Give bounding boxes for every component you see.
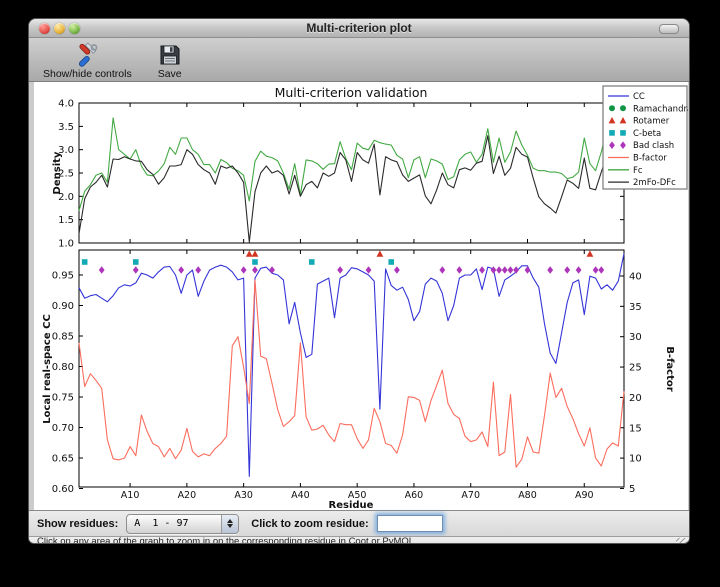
svg-text:0.70: 0.70 xyxy=(52,423,74,434)
svg-text:B-factor: B-factor xyxy=(633,154,667,164)
svg-text:20: 20 xyxy=(629,393,642,404)
svg-text:1.0: 1.0 xyxy=(58,239,74,250)
svg-text:0.75: 0.75 xyxy=(52,393,74,404)
svg-text:CC: CC xyxy=(633,92,645,102)
zoom-residue-input[interactable] xyxy=(376,515,443,532)
svg-text:4.0: 4.0 xyxy=(58,99,74,110)
svg-text:30: 30 xyxy=(629,332,642,343)
svg-text:0.90: 0.90 xyxy=(52,301,74,312)
svg-text:Ramachandran: Ramachandran xyxy=(633,104,688,114)
svg-text:2mFo-DFc: 2mFo-DFc xyxy=(633,178,676,188)
svg-text:35: 35 xyxy=(629,302,642,313)
svg-text:40: 40 xyxy=(629,272,642,283)
svg-text:0.80: 0.80 xyxy=(52,362,74,373)
residue-range-dropdown[interactable]: A 1 - 97 xyxy=(126,513,240,534)
plot-figure[interactable]: 1.0 1.5 2.0 2.5 3.0 3.5 4.0 Multi-criterion val… xyxy=(34,82,689,511)
svg-text:B-factor: B-factor xyxy=(664,346,675,391)
svg-text:A90: A90 xyxy=(575,490,594,501)
dropdown-stepper-icon xyxy=(221,514,239,533)
svg-text:10: 10 xyxy=(629,454,642,465)
multi-criterion-plot-window: Multi-criterion plot Show/hide controls xyxy=(28,18,690,544)
resize-grip[interactable] xyxy=(676,538,687,543)
zoom-residue-label: Click to zoom residue: xyxy=(251,517,369,530)
svg-text:A10: A10 xyxy=(121,490,140,501)
svg-text:A80: A80 xyxy=(518,490,537,501)
svg-text:2.0: 2.0 xyxy=(58,192,74,203)
svg-text:A30: A30 xyxy=(234,490,253,501)
svg-text:Rotamer: Rotamer xyxy=(633,117,670,127)
status-message: Click on any area of the graph to zoom i… xyxy=(37,536,417,544)
svg-text:1.5: 1.5 xyxy=(58,215,74,226)
svg-text:0.85: 0.85 xyxy=(52,332,74,343)
svg-text:3.5: 3.5 xyxy=(58,122,74,133)
toolbar-toggle-button[interactable] xyxy=(659,24,679,34)
svg-text:15: 15 xyxy=(629,423,642,434)
svg-text:C-beta: C-beta xyxy=(633,129,661,139)
close-button[interactable] xyxy=(39,23,50,34)
svg-text:0.65: 0.65 xyxy=(52,454,74,465)
svg-text:5: 5 xyxy=(629,484,635,495)
window-title: Multi-criterion plot xyxy=(306,21,412,35)
svg-text:A20: A20 xyxy=(178,490,197,501)
svg-text:A50: A50 xyxy=(348,490,367,501)
svg-text:Residue: Residue xyxy=(329,500,374,510)
svg-text:25: 25 xyxy=(629,363,642,374)
save-icon xyxy=(159,42,181,68)
svg-text:0.95: 0.95 xyxy=(52,271,74,282)
residue-range-value: A 1 - 97 xyxy=(134,518,189,529)
svg-text:A70: A70 xyxy=(461,490,480,501)
multi-criterion-chart[interactable]: 1.0 1.5 2.0 2.5 3.0 3.5 4.0 Multi-criterion val… xyxy=(34,82,689,511)
save-label: Save xyxy=(157,68,182,80)
svg-text:Density: Density xyxy=(52,151,63,194)
svg-text:Multi-criterion validation: Multi-criterion validation xyxy=(275,85,428,100)
status-bar: Click on any area of the graph to zoom i… xyxy=(29,536,689,544)
zoom-button[interactable] xyxy=(69,23,80,34)
titlebar[interactable]: Multi-criterion plot xyxy=(29,19,689,38)
control-bar: Show residues: A 1 - 97 Click to zoom re… xyxy=(29,510,689,536)
show-hide-controls-label: Show/hide controls xyxy=(43,68,132,80)
svg-text:Bad clash: Bad clash xyxy=(633,141,674,151)
svg-text:Local real-space CC: Local real-space CC xyxy=(42,314,53,424)
svg-text:A60: A60 xyxy=(405,490,424,501)
svg-text:2.5: 2.5 xyxy=(58,169,74,180)
show-residues-label: Show residues: xyxy=(37,517,119,530)
svg-text:3.0: 3.0 xyxy=(58,145,74,156)
toolbar: Show/hide controls Save xyxy=(29,38,689,82)
svg-text:A40: A40 xyxy=(291,490,310,501)
tools-icon xyxy=(74,42,100,68)
save-button[interactable]: Save xyxy=(152,40,188,81)
show-hide-controls-button[interactable]: Show/hide controls xyxy=(37,40,138,81)
minimize-button[interactable] xyxy=(54,23,65,34)
svg-text:Fc: Fc xyxy=(633,166,643,176)
svg-text:0.60: 0.60 xyxy=(52,484,74,495)
